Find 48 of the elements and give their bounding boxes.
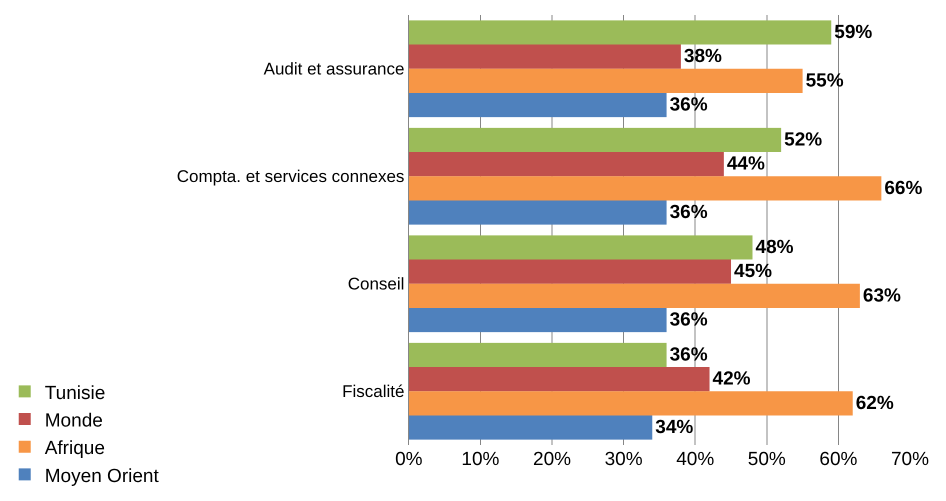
data-label: 59% (834, 22, 872, 43)
x-tick-label: 30% (604, 449, 643, 470)
y-tick-label: Conseil (348, 274, 404, 294)
data-label: 44% (726, 154, 765, 175)
bar (408, 128, 782, 152)
bar (408, 68, 803, 93)
data-label: 63% (862, 285, 902, 306)
x-tick-label: 70% (890, 449, 930, 470)
y-tick-label: Fiscalité (342, 382, 404, 402)
data-label: 38% (684, 46, 722, 68)
data-label: 42% (712, 368, 751, 390)
y-tick-label: Audit et assurance (264, 60, 404, 79)
x-tick-label: 40% (676, 449, 714, 470)
data-label: 62% (856, 392, 894, 414)
bar (408, 152, 724, 176)
bar (408, 176, 882, 200)
x-tick-label: 10% (461, 449, 500, 470)
data-label: 55% (806, 70, 844, 92)
x-tick-label: 60% (819, 449, 858, 470)
bar (408, 44, 681, 69)
data-label: 36% (670, 344, 708, 366)
data-label: 66% (884, 178, 922, 199)
bar (408, 367, 710, 392)
bar (408, 391, 853, 416)
x-tick-label: 50% (748, 449, 786, 470)
x-tick-label: 20% (533, 449, 572, 470)
bar (408, 260, 732, 284)
bar (408, 284, 860, 308)
legend-label: Afrique (44, 438, 105, 460)
data-label: 48% (756, 236, 794, 258)
data-label: 52% (784, 129, 822, 150)
bar (408, 200, 667, 225)
legend-label: Tunisie (44, 382, 106, 404)
data-label: 36% (670, 202, 708, 224)
legend-label: Moyen Orient (44, 466, 160, 487)
data-label: 45% (734, 261, 772, 282)
bar (408, 20, 832, 45)
data-label: 36% (670, 310, 708, 331)
x-tick-label: 0% (395, 449, 423, 470)
bar (408, 342, 667, 368)
bar (408, 235, 752, 260)
bar (408, 92, 667, 118)
y-tick-label: Compta. et services connexes (176, 167, 404, 186)
bar (408, 415, 652, 440)
data-label: 36% (670, 94, 708, 116)
data-label: 34% (655, 417, 694, 438)
legend-label: Monde (44, 410, 103, 432)
bar (408, 308, 667, 332)
